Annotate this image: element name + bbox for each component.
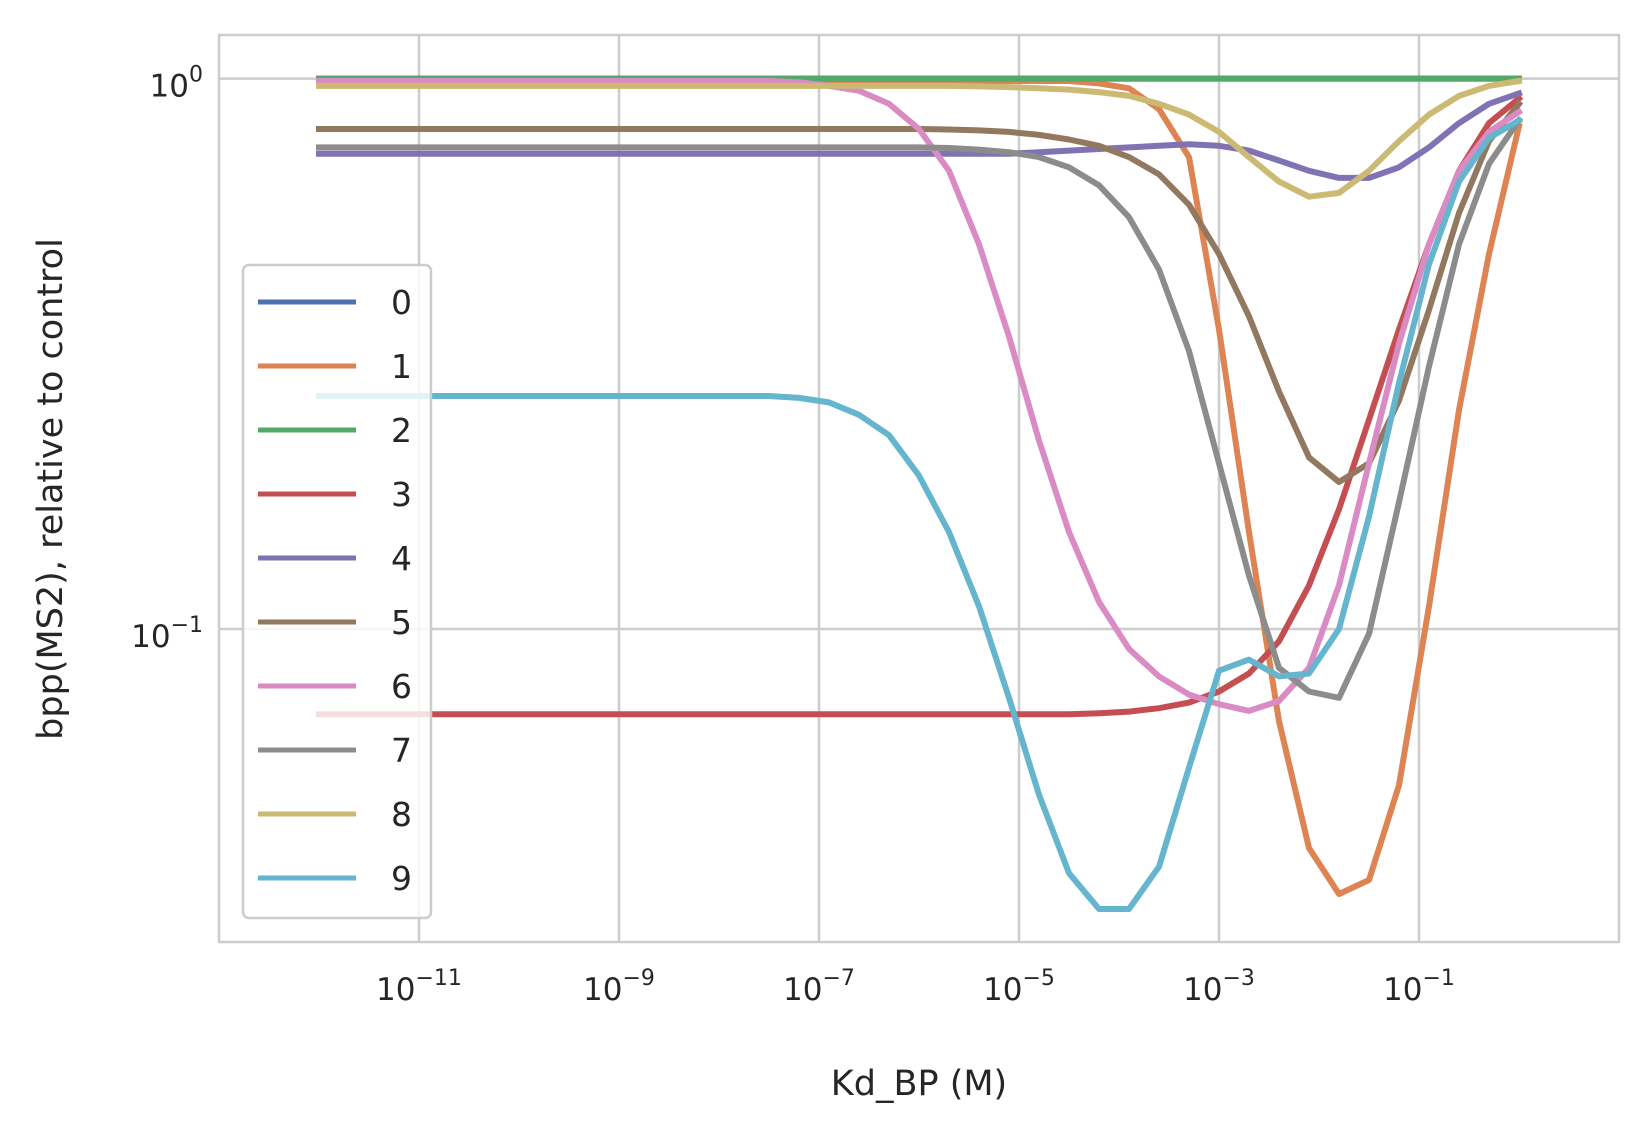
x-tick-labels: 10−11 10−9 10−7 10−5 10−3 10−1 bbox=[376, 966, 1455, 1008]
x-tick-label-exponent: −7 bbox=[823, 966, 855, 991]
x-tick-label-base: 10 bbox=[1383, 972, 1422, 1008]
x-tick-label: 10−5 bbox=[983, 966, 1055, 1008]
plot-background bbox=[219, 35, 1619, 942]
series-line-8 bbox=[316, 77, 1523, 200]
series-lines bbox=[316, 75, 1524, 912]
legend-label-8: 8 bbox=[391, 795, 412, 834]
x-tick-label-base: 10 bbox=[1183, 972, 1222, 1008]
series-line-7 bbox=[316, 116, 1524, 701]
x-tick-label-base: 10 bbox=[376, 972, 415, 1008]
y-tick-label-exponent: −1 bbox=[171, 613, 203, 638]
series-line-4 bbox=[316, 89, 1523, 181]
x-tick-label: 10−1 bbox=[1383, 966, 1455, 1008]
x-tick-label-exponent: −1 bbox=[1423, 966, 1455, 991]
y-tick-label-base: 10 bbox=[150, 69, 189, 105]
legend: 0 1 2 3 4 5 6 7 8 9 bbox=[241, 263, 433, 920]
y-tick-label-exponent: 0 bbox=[189, 63, 203, 88]
x-axis-label: Kd_BP (M) bbox=[831, 1064, 1007, 1104]
legend-label-9: 9 bbox=[391, 859, 412, 898]
legend-label-4: 4 bbox=[391, 539, 412, 578]
x-tick-label-base: 10 bbox=[783, 972, 822, 1008]
legend-label-7: 7 bbox=[391, 731, 412, 770]
x-tick-label-base: 10 bbox=[983, 972, 1022, 1008]
series-line-9 bbox=[316, 116, 1524, 912]
plot-frame bbox=[217, 33, 1621, 944]
legend-label-2: 2 bbox=[391, 411, 412, 450]
x-tick-label-exponent: −9 bbox=[623, 966, 655, 991]
legend-label-3: 3 bbox=[391, 475, 412, 514]
y-tick-label-base: 10 bbox=[131, 619, 170, 655]
legend-label-1: 1 bbox=[391, 347, 412, 386]
legend-label-0: 0 bbox=[391, 283, 412, 322]
x-tick-label: 10−9 bbox=[583, 966, 655, 1008]
x-tick-label: 10−7 bbox=[783, 966, 855, 1008]
x-tick-label-exponent: −5 bbox=[1023, 966, 1055, 991]
x-tick-label-exponent: −3 bbox=[1223, 966, 1255, 991]
x-tick-label: 10−11 bbox=[376, 966, 462, 1008]
legend-label-5: 5 bbox=[391, 603, 412, 642]
x-tick-label: 10−3 bbox=[1183, 966, 1255, 1008]
x-tick-label-base: 10 bbox=[583, 972, 622, 1008]
y-tick-label: 10−1 bbox=[131, 613, 203, 655]
legend-label-6: 6 bbox=[391, 667, 412, 706]
x-tick-label-exponent: −11 bbox=[416, 966, 462, 991]
series-line-6 bbox=[316, 78, 1524, 714]
y-axis-label: bpp(MS2), relative to control bbox=[31, 238, 71, 740]
series-line-3 bbox=[316, 94, 1524, 718]
y-tick-label: 100 bbox=[150, 63, 203, 105]
